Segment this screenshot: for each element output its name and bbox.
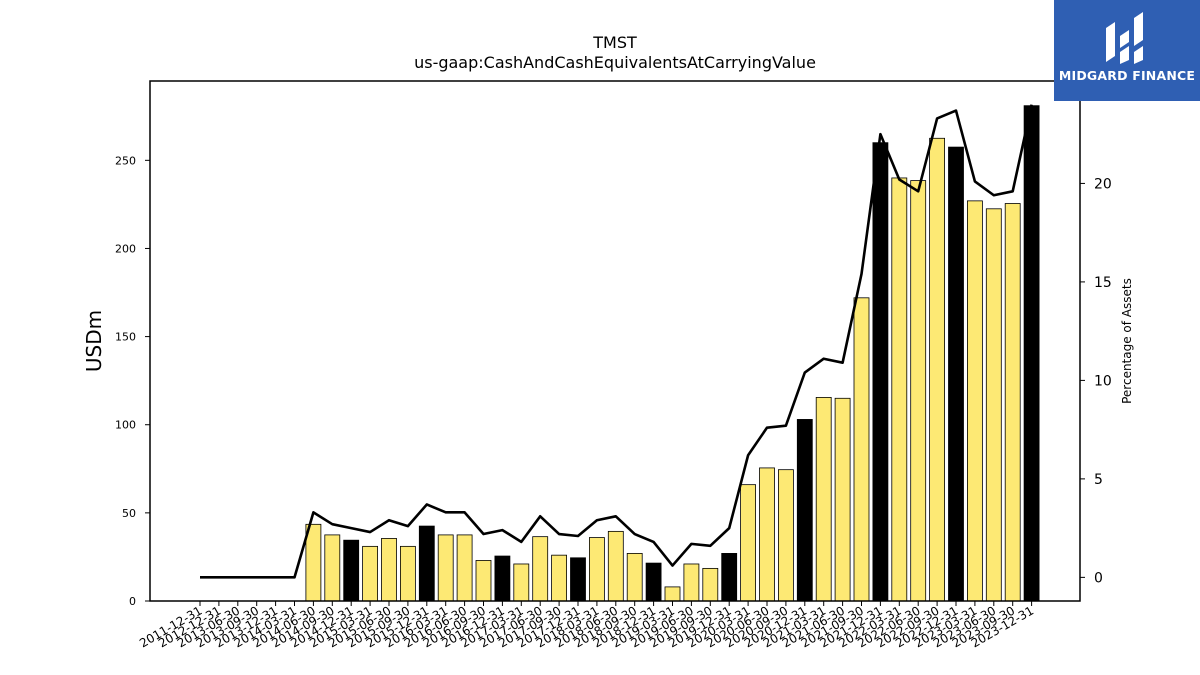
bar-2022-12-31 xyxy=(948,146,964,602)
bar-2016-03-31 xyxy=(437,534,454,602)
bar-2016-12-31 xyxy=(494,555,511,602)
bar-2021-06-30 xyxy=(834,397,851,602)
y-tick-label: 100 xyxy=(115,419,136,432)
bar-2019-09-30 xyxy=(702,567,719,602)
bar-2022-09-30 xyxy=(929,137,945,602)
bar-2022-03-31 xyxy=(891,177,908,602)
bar-2023-09-30 xyxy=(1004,203,1021,602)
bar-2019-12-31 xyxy=(721,553,738,602)
bar-2015-12-31 xyxy=(418,525,435,602)
bar-2015-03-31 xyxy=(362,545,379,602)
chart-title: TMST xyxy=(592,33,637,52)
midgard-logo-icon xyxy=(1106,12,1143,64)
y-tick-label: 50 xyxy=(122,507,136,520)
y-axis-label: USDm xyxy=(82,310,106,372)
bar-2014-12-31 xyxy=(343,539,360,602)
bar-2023-03-31 xyxy=(967,200,983,602)
line-series xyxy=(200,104,1033,579)
bar-2020-12-31 xyxy=(796,419,813,602)
y-tick-label: 250 xyxy=(115,154,136,167)
y2-tick-label: 10 xyxy=(1094,373,1112,389)
bar-2021-03-31 xyxy=(815,397,832,602)
y-tick-label: 150 xyxy=(115,331,136,344)
bar-2018-06-30 xyxy=(607,530,624,602)
bar-2016-06-30 xyxy=(456,534,473,602)
axes: 050100150200250051015202011-12-312012-12… xyxy=(115,80,1112,650)
bar-2017-06-30 xyxy=(532,536,549,602)
bar-series xyxy=(305,105,1040,602)
midgard-finance-logo: MIDGARD FINANCE xyxy=(1054,0,1200,101)
brand-name: MIDGARD FINANCE xyxy=(1058,68,1196,83)
y2-tick-label: 15 xyxy=(1094,275,1112,291)
bar-2020-06-30 xyxy=(759,467,775,602)
bar-2017-03-31 xyxy=(513,563,530,602)
bar-2018-09-30 xyxy=(626,553,643,602)
bar-2019-06-30 xyxy=(683,563,700,602)
bar-2020-09-30 xyxy=(778,469,794,602)
bar-2023-12-31 xyxy=(1023,105,1040,602)
y2-tick-label: 20 xyxy=(1094,176,1112,192)
y2-tick-label: 0 xyxy=(1094,570,1103,586)
y-tick-label: 200 xyxy=(115,242,136,255)
y2-tick-label: 5 xyxy=(1094,472,1103,488)
bar-2014-09-30 xyxy=(324,534,341,602)
bar-2020-03-31 xyxy=(740,484,756,602)
percentage-line xyxy=(200,104,1033,579)
bar-2022-06-30 xyxy=(910,180,927,602)
chart-subtitle: us-gaap:CashAndCashEquivalentsAtCarrying… xyxy=(414,53,816,72)
bar-2017-12-31 xyxy=(570,557,586,602)
bar-2015-06-30 xyxy=(381,538,397,602)
y-tick-label: 0 xyxy=(129,595,136,608)
bar-2021-09-30 xyxy=(853,297,870,602)
bar-2018-12-31 xyxy=(645,562,662,602)
bar-2016-09-30 xyxy=(475,560,492,602)
bar-2015-09-30 xyxy=(399,545,416,602)
bar-2023-06-30 xyxy=(985,208,1002,602)
bar-2017-09-30 xyxy=(551,554,567,602)
y2-axis-label: Percentage of Assets xyxy=(1120,278,1134,404)
bar-2018-03-31 xyxy=(589,537,605,602)
bar-2014-06-30 xyxy=(305,523,322,602)
plot-frame xyxy=(149,80,1081,602)
bar-2021-12-31 xyxy=(872,142,889,602)
bar-2019-03-31 xyxy=(664,586,681,602)
